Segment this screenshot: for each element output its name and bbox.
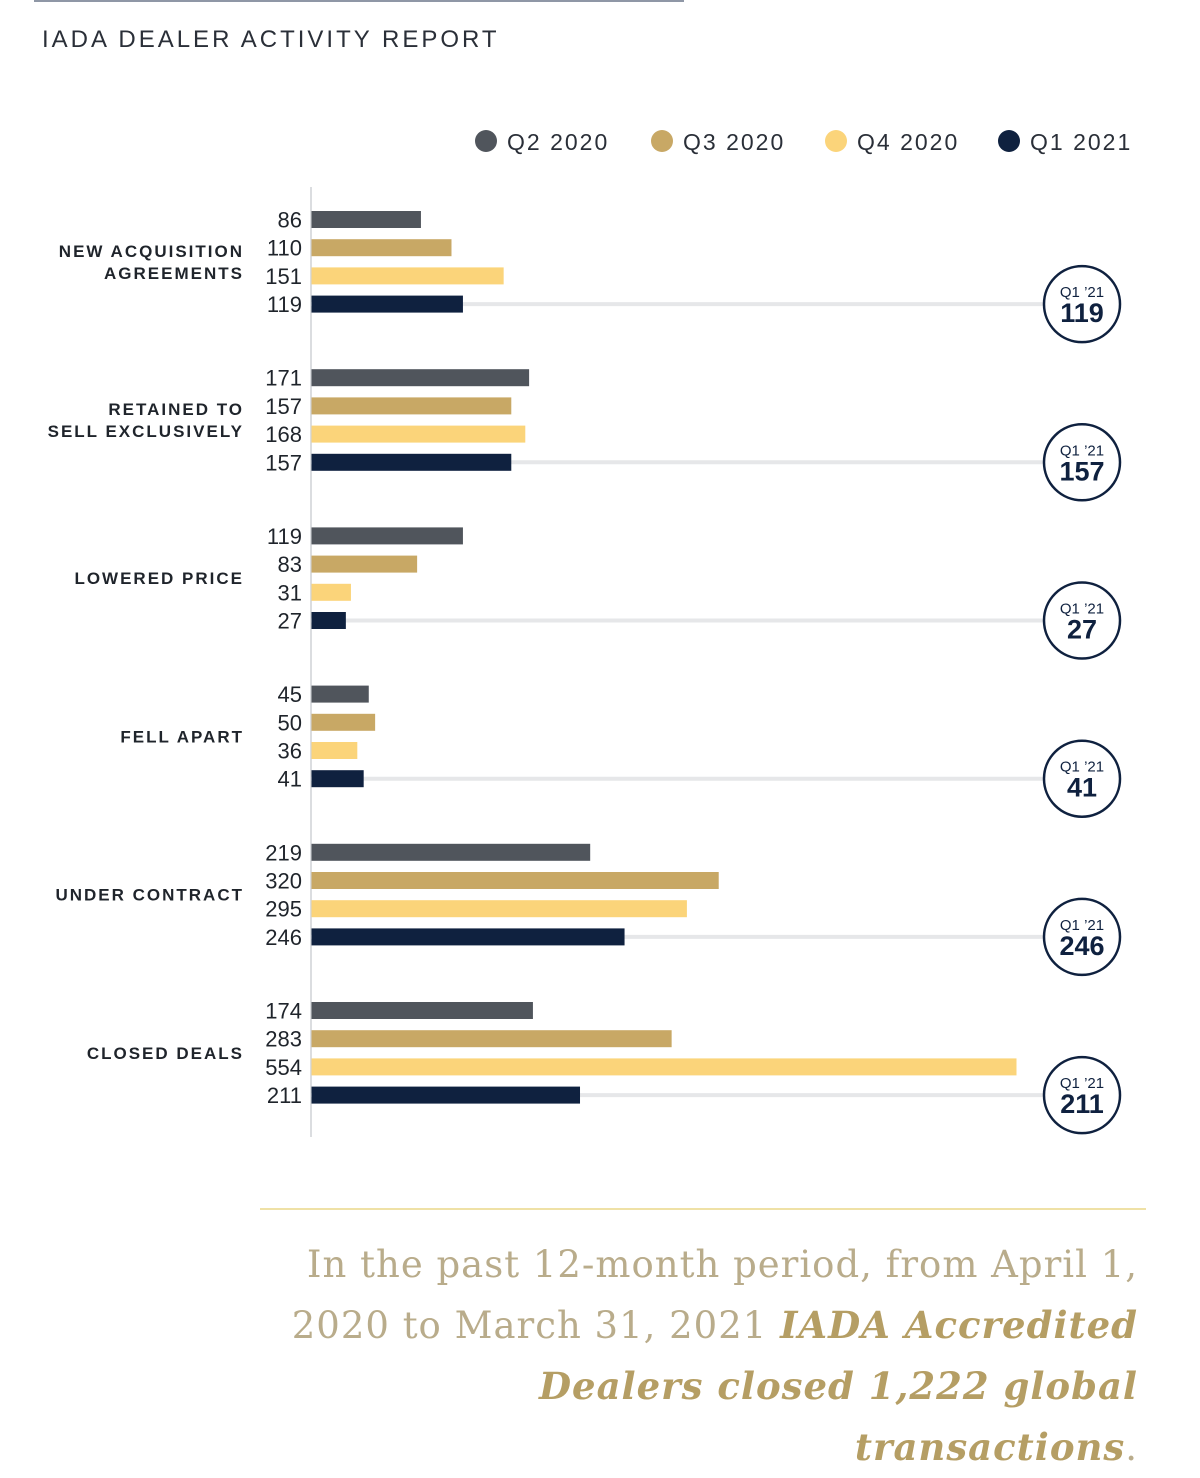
caption-end-text: . <box>1125 1426 1138 1469</box>
legend-marker <box>475 130 497 152</box>
bar-value-label: 246 <box>265 925 302 950</box>
bar <box>311 267 504 285</box>
bar-value-label: 211 <box>267 1083 302 1108</box>
top-rule <box>34 0 684 2</box>
q1-badge <box>1042 897 1122 977</box>
bar <box>311 843 591 861</box>
bar-value-label: 83 <box>278 552 302 577</box>
bar-value-label: 36 <box>278 739 302 764</box>
bar <box>311 369 530 387</box>
bar <box>311 900 687 918</box>
q1-badge <box>1042 264 1122 344</box>
bar <box>311 583 351 601</box>
bar-value-label: 27 <box>278 609 302 634</box>
legend-marker <box>998 130 1020 152</box>
bar <box>311 1086 581 1104</box>
bar <box>311 1058 1017 1076</box>
q1-badge <box>1042 423 1122 502</box>
report-title: IADA DEALER ACTIVITY REPORT <box>42 26 500 53</box>
caption-divider <box>260 1208 1146 1210</box>
category-label: SELL EXCLUSIVELY <box>48 422 244 441</box>
category-label: RETAINED TO <box>108 400 244 419</box>
bar <box>311 928 625 946</box>
bar <box>311 1002 533 1019</box>
badge-value: 41 <box>1067 773 1097 803</box>
caption-plain-text: In the past 12-month period, from April … <box>291 1243 1138 1347</box>
bar-value-label: 50 <box>278 710 302 735</box>
bar-chart: Q2 2020 Q3 2020 Q4 2020 Q1 2021 NEW ACQUISIT… <box>48 129 1132 1137</box>
bar <box>311 527 463 545</box>
category-label: AGREEMENTS <box>104 264 244 283</box>
badge-value: 211 <box>1060 1089 1104 1119</box>
bar-value-label: 219 <box>265 840 302 865</box>
bar <box>311 713 376 731</box>
category-label: FELL APART <box>120 727 244 746</box>
bar <box>311 555 418 573</box>
legend-label: Q1 2021 <box>1030 129 1132 155</box>
badge-label: Q1 ’21 <box>1060 759 1104 776</box>
bar-value-label: 157 <box>265 394 302 419</box>
q1-badge <box>1042 1055 1122 1135</box>
bar <box>311 770 364 788</box>
bar <box>311 742 358 759</box>
legend-label: Q3 2020 <box>683 129 785 155</box>
badge-value: 246 <box>1059 931 1104 961</box>
badge-label: Q1 ’21 <box>1060 284 1104 301</box>
bar-value-label: 320 <box>265 869 302 894</box>
badge-value: 119 <box>1060 298 1104 328</box>
bar-value-label: 45 <box>278 682 302 707</box>
badge-label: Q1 ’21 <box>1060 442 1104 459</box>
category-label: CLOSED DEALS <box>87 1044 244 1063</box>
bar <box>311 612 346 629</box>
legend-label: Q4 2020 <box>857 129 959 155</box>
bar-value-label: 554 <box>265 1055 302 1080</box>
bar <box>311 239 452 257</box>
category-label: LOWERED PRICE <box>74 569 244 588</box>
category-label: NEW ACQUISITION <box>59 242 244 261</box>
badge-label: Q1 ’21 <box>1060 1075 1104 1092</box>
bar-value-label: 86 <box>278 208 302 233</box>
bar-value-label: 119 <box>267 524 302 549</box>
summary-caption: In the past 12-month period, from April … <box>260 1234 1138 1478</box>
bar <box>311 295 463 313</box>
bar-value-label: 168 <box>265 422 302 447</box>
bar-value-label: 171 <box>265 366 302 391</box>
bar-value-label: 110 <box>267 236 302 261</box>
badge-value: 157 <box>1059 456 1104 486</box>
bar <box>311 453 512 471</box>
bar-value-label: 283 <box>265 1027 302 1052</box>
q1-badge <box>1042 581 1122 660</box>
legend-marker <box>825 130 847 152</box>
category-label: UNDER CONTRACT <box>55 886 244 905</box>
bar <box>311 1030 672 1048</box>
bar-value-label: 151 <box>265 264 302 289</box>
legend-label: Q2 2020 <box>507 129 609 155</box>
bar-value-label: 157 <box>265 450 302 475</box>
bar <box>311 872 719 889</box>
bar-value-label: 174 <box>265 999 302 1024</box>
q1-badge <box>1042 739 1122 818</box>
bar-value-label: 119 <box>267 292 302 317</box>
badge-value: 27 <box>1067 615 1097 645</box>
bar <box>311 397 512 415</box>
bar <box>311 211 421 228</box>
bar-value-label: 41 <box>278 767 302 792</box>
bar <box>311 425 526 443</box>
bar-value-label: 295 <box>265 897 302 922</box>
legend-marker <box>651 130 673 152</box>
badge-label: Q1 ’21 <box>1060 917 1104 934</box>
bar <box>311 685 369 703</box>
badge-label: Q1 ’21 <box>1060 601 1104 618</box>
bar-value-label: 31 <box>278 580 302 605</box>
